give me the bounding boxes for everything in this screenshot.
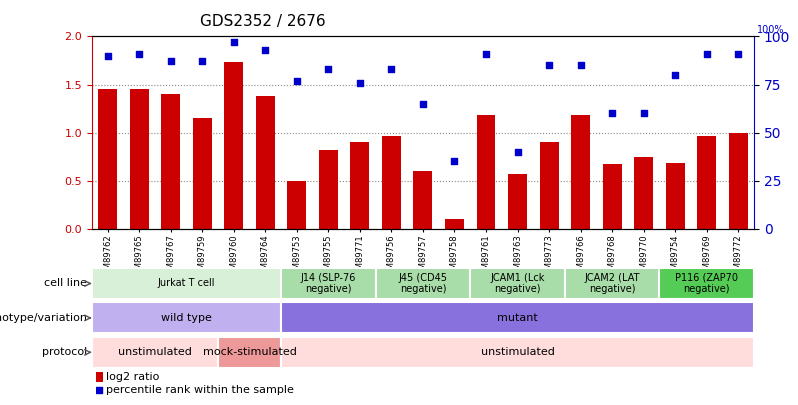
Bar xyxy=(659,268,754,299)
Text: J45 (CD45
negative): J45 (CD45 negative) xyxy=(398,273,448,294)
Bar xyxy=(470,268,565,299)
Point xyxy=(701,51,713,57)
Bar xyxy=(319,150,338,229)
Text: mock-stimulated: mock-stimulated xyxy=(203,347,296,357)
Text: J14 (SLP-76
negative): J14 (SLP-76 negative) xyxy=(301,273,356,294)
Bar xyxy=(129,90,148,229)
Point xyxy=(480,51,492,57)
Bar xyxy=(445,219,464,229)
Bar xyxy=(382,136,401,229)
Point xyxy=(575,62,587,68)
Bar xyxy=(476,115,496,229)
Bar xyxy=(634,157,654,229)
Point xyxy=(196,58,208,65)
Bar xyxy=(602,164,622,229)
Bar xyxy=(565,268,659,299)
Text: 100%: 100% xyxy=(757,26,785,36)
Text: JCAM1 (Lck
negative): JCAM1 (Lck negative) xyxy=(491,273,545,294)
Point xyxy=(101,53,114,59)
Bar xyxy=(350,142,369,229)
Point xyxy=(543,62,555,68)
Bar xyxy=(287,181,306,229)
Bar xyxy=(697,136,717,229)
Bar xyxy=(96,372,103,382)
Point xyxy=(669,72,681,78)
Bar xyxy=(376,268,470,299)
Bar xyxy=(192,118,211,229)
Point xyxy=(322,331,334,337)
Bar xyxy=(224,62,243,229)
Text: wild type: wild type xyxy=(161,313,211,323)
Point xyxy=(290,77,303,84)
Bar xyxy=(413,171,433,229)
Point xyxy=(354,79,366,86)
Text: unstimulated: unstimulated xyxy=(480,347,555,357)
Bar xyxy=(98,90,117,229)
Bar xyxy=(281,337,754,368)
Bar xyxy=(92,337,218,368)
Bar xyxy=(218,337,281,368)
Point xyxy=(732,51,745,57)
Point xyxy=(322,66,334,72)
Text: mutant: mutant xyxy=(497,313,538,323)
Bar xyxy=(281,268,376,299)
Bar xyxy=(666,164,685,229)
Point xyxy=(132,51,145,57)
Text: protocol: protocol xyxy=(41,347,87,357)
Text: unstimulated: unstimulated xyxy=(118,347,192,357)
Bar xyxy=(161,94,180,229)
Text: Jurkat T cell: Jurkat T cell xyxy=(158,279,215,288)
Bar xyxy=(539,142,559,229)
Bar xyxy=(92,268,281,299)
Text: GDS2352 / 2676: GDS2352 / 2676 xyxy=(200,14,325,29)
Text: cell line: cell line xyxy=(44,279,87,288)
Point xyxy=(448,158,461,165)
Bar xyxy=(571,115,590,229)
Text: log2 ratio: log2 ratio xyxy=(106,372,160,382)
Point xyxy=(417,100,429,107)
Point xyxy=(164,58,177,65)
Point xyxy=(512,149,524,155)
Text: percentile rank within the sample: percentile rank within the sample xyxy=(106,384,294,394)
Point xyxy=(385,66,397,72)
Text: genotype/variation: genotype/variation xyxy=(0,313,87,323)
Point xyxy=(259,47,271,53)
Text: JCAM2 (LAT
negative): JCAM2 (LAT negative) xyxy=(584,273,640,294)
Point xyxy=(638,110,650,117)
Bar xyxy=(92,303,281,333)
Point xyxy=(606,110,618,117)
Text: P116 (ZAP70
negative): P116 (ZAP70 negative) xyxy=(675,273,738,294)
Bar xyxy=(729,133,748,229)
Bar xyxy=(281,303,754,333)
Bar xyxy=(256,96,275,229)
Bar xyxy=(508,174,527,229)
Point xyxy=(227,39,240,45)
